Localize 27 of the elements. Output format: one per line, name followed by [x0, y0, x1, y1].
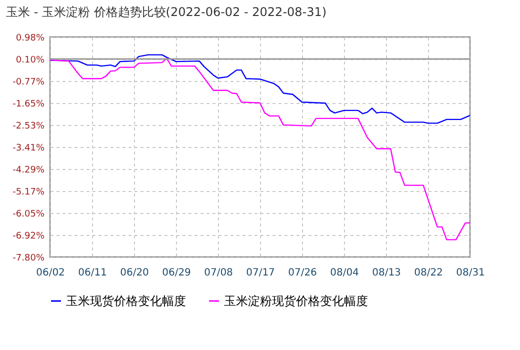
y-tick-label: -2.53%: [12, 121, 45, 132]
y-tick-label: 0.98%: [16, 34, 45, 44]
x-tick-label: 08/31: [456, 268, 485, 278]
x-tick-label: 08/04: [330, 268, 359, 278]
x-tick-label: 07/17: [246, 268, 275, 278]
x-tick-label: 06/29: [162, 268, 191, 278]
x-tick-label: 06/02: [36, 268, 65, 278]
x-tick-label: 07/26: [288, 268, 317, 278]
y-tick-label: -4.29%: [12, 166, 45, 176]
legend-label: 玉米现货价格变化幅度: [66, 294, 186, 308]
y-tick-label: -6.05%: [12, 210, 45, 220]
y-tick-label: -6.92%: [12, 231, 45, 242]
x-tick-label: 06/20: [120, 268, 149, 278]
x-tick-label: 06/11: [78, 268, 107, 278]
x-tick-label: 08/22: [414, 268, 443, 278]
y-tick-label: -0.77%: [12, 77, 45, 88]
chart-title: 玉米 - 玉米淀粉 价格趋势比较(2022-06-02 - 2022-08-31): [6, 5, 327, 19]
y-tick-label: 0.10%: [16, 56, 45, 66]
x-tick-label: 07/08: [204, 268, 233, 278]
y-tick-label: -7.80%: [12, 254, 45, 264]
line-series: [49, 58, 471, 240]
y-tick-label: -1.65%: [12, 99, 45, 110]
line-series: [49, 54, 471, 124]
y-tick-label: -3.41%: [12, 144, 45, 154]
legend-label: 玉米淀粉现货价格变化幅度: [224, 294, 368, 308]
y-tick-label: -5.17%: [12, 188, 45, 198]
x-tick-label: 08/13: [372, 268, 401, 278]
